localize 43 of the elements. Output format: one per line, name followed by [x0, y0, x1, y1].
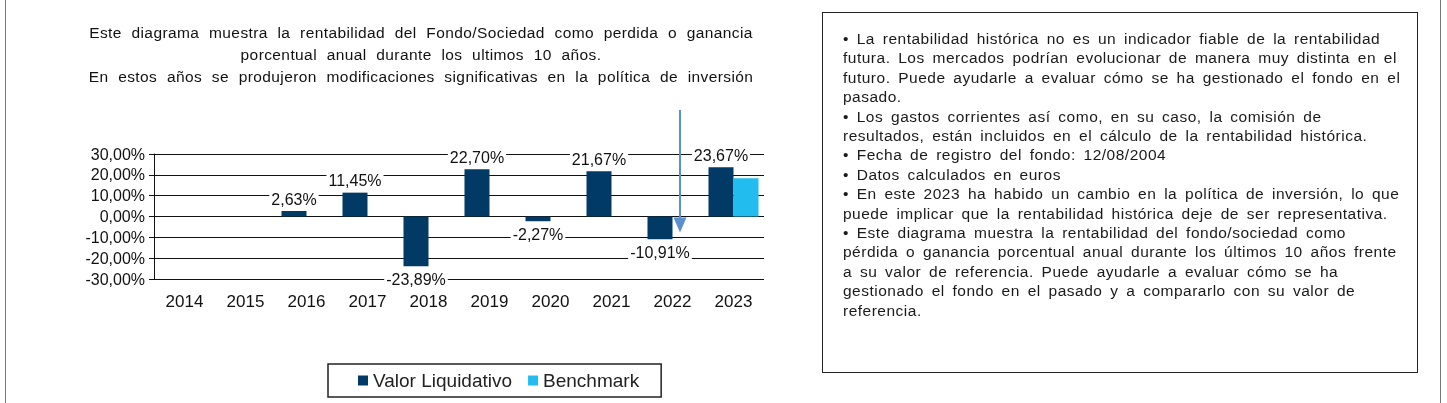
x-tick-label: 2014: [165, 292, 204, 311]
data-label: 11,45%: [328, 172, 382, 190]
bar: [342, 192, 368, 217]
data-label: 21,67%: [571, 150, 627, 168]
data-label: 22,70%: [449, 148, 505, 166]
x-tick-label: 2019: [470, 292, 509, 311]
x-tick-label: 2017: [348, 292, 387, 311]
chart-title: Este diagrama muestra la rentabilidad del Fondo/Sociedad como perdida o ganancia porcentual anual durante los ultimos 10 años.: [88, 23, 754, 65]
text: • Este diagrama muestra la rentabilidad del fondo/sociedad como pérdida o ganancia porcentual anual durante los últimos 10 años frente a su valor de referencia. Puede ayudarle a evaluar cómo se ha gestionado el fondo en el pasado y a compararlo con su valor de referencia.: [843, 223, 1398, 321]
bar: [733, 178, 759, 217]
data-label: -2,27%: [512, 225, 564, 243]
y-tick-label: 0,00%: [99, 208, 145, 225]
text: • En este 2023 ha habido un cambio en la política de inversión, lo que puede implicar que la rentabilidad histórica deje de ser representativa.: [843, 184, 1401, 224]
x-tick-label: 2023: [714, 292, 753, 311]
data-label: -23,89%: [386, 270, 446, 288]
x-tick-label: 2015: [226, 292, 265, 311]
legend-label: Valor Liquidativo: [373, 370, 513, 391]
x-tick-label: 2020: [531, 292, 570, 311]
data-label: 2,63%: [271, 190, 317, 208]
legend-label: Benchmark: [543, 370, 640, 391]
text: • Datos calculados en euros: [843, 164, 1062, 185]
text: • Fecha de registro del fondo: 12/08/2004: [843, 145, 1168, 165]
chart-subtitle: En estos años se produjeron modificaciones significativas en la política de inversión: [87, 67, 755, 87]
data-label: 23,67%: [693, 146, 749, 164]
x-tick-label: 2018: [409, 292, 448, 311]
bar: [586, 171, 612, 217]
y-tick-label: 10,00%: [90, 187, 145, 205]
text: • Los gastos corrientes así como, en su caso, la comisión de resultados, están incluidos en el cálculo de la rentabilidad histórica.: [843, 106, 1369, 146]
text: • La rentabilidad histórica no es un indicador fiable de la rentabilidad futura. Los mercados podrían evolucionar de manera muy distinta en el futuro. Puede ayudarle a evaluar cómo se ha gestionado el fondo en el pasado.: [843, 29, 1402, 107]
x-tick-label: 2016: [287, 292, 326, 311]
bar: [281, 211, 307, 217]
data-label: -10,91%: [630, 243, 690, 261]
bar: [647, 216, 673, 240]
y-tick-label: -10,00%: [85, 228, 145, 246]
y-tick-label: -20,00%: [85, 249, 145, 267]
y-tick-label: 20,00%: [90, 166, 145, 184]
bar: [464, 169, 490, 217]
y-tick-label: 30,00%: [90, 145, 145, 163]
bar: [403, 216, 429, 267]
x-tick-label: 2022: [653, 292, 692, 311]
x-tick-label: 2021: [592, 292, 631, 311]
bar: [708, 167, 734, 217]
y-tick-label: -30,00%: [85, 270, 145, 288]
